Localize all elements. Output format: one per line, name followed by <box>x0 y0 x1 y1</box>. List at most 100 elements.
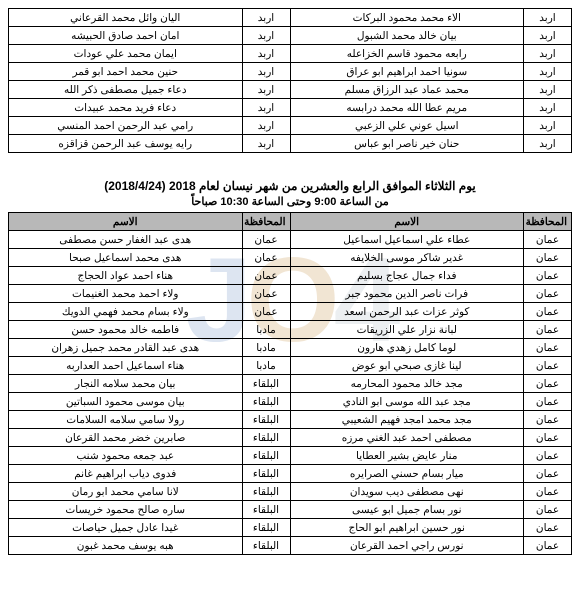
gov-cell: البلقاء <box>242 447 290 465</box>
table-row: عماننهى مصطفى ديب سويدانالبلقاءلانا سامي… <box>9 483 572 501</box>
name-cell: غيدا عادل جميل حياصات <box>9 519 243 537</box>
name-cell: الاء محمد محمود البركات <box>290 9 524 27</box>
gov-cell: اربد <box>524 99 572 117</box>
gov-cell: عمان <box>524 249 572 267</box>
gov-cell: اربد <box>524 63 572 81</box>
gov-cell: عمان <box>524 357 572 375</box>
table-row: عماننور بسام جميل ابو عيسىالبلقاءساره صا… <box>9 501 572 519</box>
gov-cell: عمان <box>524 537 572 555</box>
gov-cell: اربد <box>242 99 290 117</box>
name-cell: مجد محمد امجد فهيم الشعيبي <box>290 411 524 429</box>
name-cell: اسيل عوني علي الزعبي <box>290 117 524 135</box>
name-cell: فدوى دياب ابراهيم غانم <box>9 465 243 483</box>
table-row: عمانمنار عايض بشير العطاياالبلقاءعبد جمع… <box>9 447 572 465</box>
name-cell: مجد عبد الله موسى ابو النادي <box>290 393 524 411</box>
gov-cell: اربد <box>242 9 290 27</box>
gov-cell: عمان <box>524 393 572 411</box>
main-table: المحافظة الاسم المحافظة الاسم عمانعطاء ع… <box>8 212 572 555</box>
table-row: اربدالاء محمد محمود البركاتاربداليان وائ… <box>9 9 572 27</box>
name-cell: هدى عبد الغفار حسن مصطفى <box>9 231 243 249</box>
name-cell: نور حسين ابراهيم ابو الحاج <box>290 519 524 537</box>
name-cell: دعاء فريد محمد عبيدات <box>9 99 243 117</box>
name-cell: ولاء بسام محمد فهمي الدويك <box>9 303 243 321</box>
gov-cell: مادبا <box>242 357 290 375</box>
col-gov: المحافظة <box>242 213 290 231</box>
name-cell: مجد خالد محمود المحارمه <box>290 375 524 393</box>
gov-cell: عمان <box>524 429 572 447</box>
gov-cell: عمان <box>524 339 572 357</box>
name-cell: هدى عبد القادر محمد جميل زهران <box>9 339 243 357</box>
name-cell: بيان محمد سلامه النجار <box>9 375 243 393</box>
gov-cell: مادبا <box>242 321 290 339</box>
name-cell: امان احمد صادق الحبيشه <box>9 27 243 45</box>
name-cell: حنان خير ناصر ابو عباس <box>290 135 524 153</box>
name-cell: نورس راجي احمد القرعان <box>290 537 524 555</box>
col-name: الاسم <box>290 213 524 231</box>
name-cell: حنين محمد احمد ابو قمر <box>9 63 243 81</box>
gov-cell: عمان <box>242 231 290 249</box>
table-row: عمانلينا غازى صبحي ابو عوضمادباهناء اسما… <box>9 357 572 375</box>
name-cell: هبه يوسف محمد غبون <box>9 537 243 555</box>
table-row: عماننورس راجي احمد القرعانالبلقاءهبه يوس… <box>9 537 572 555</box>
table-row: اربدمحمد عماد عبد الرزاق مسلماربددعاء جم… <box>9 81 572 99</box>
name-cell: هناء اسماعيل احمد العداربه <box>9 357 243 375</box>
table-row: عماننور حسين ابراهيم ابو الحاجالبلقاءغيد… <box>9 519 572 537</box>
gov-cell: البلقاء <box>242 411 290 429</box>
name-cell: لبانة نزار علي الزريقات <box>290 321 524 339</box>
name-cell: بيان خالد محمد الشبول <box>290 27 524 45</box>
table-row: اربدرابعه محمود قاسم الخزاعلهاربدايمان م… <box>9 45 572 63</box>
gov-cell: عمان <box>524 375 572 393</box>
name-cell: محمد عماد عبد الرزاق مسلم <box>290 81 524 99</box>
gov-cell: اربد <box>524 27 572 45</box>
gov-cell: عمان <box>242 303 290 321</box>
gov-cell: عمان <box>524 303 572 321</box>
name-cell: رابعه محمود قاسم الخزاعله <box>290 45 524 63</box>
name-cell: صابرين خضر محمد القرعان <box>9 429 243 447</box>
name-cell: كوثر عزات عبد الرحمن اسعد <box>290 303 524 321</box>
gov-cell: اربد <box>524 81 572 99</box>
name-cell: منار عايض بشير العطايا <box>290 447 524 465</box>
gov-cell: عمان <box>524 285 572 303</box>
gov-cell: اربد <box>242 81 290 99</box>
gov-cell: البلقاء <box>242 501 290 519</box>
table-row: عمانمصطفى احمد عبد الغني مرزهالبلقاءصابر… <box>9 429 572 447</box>
header-row: المحافظة الاسم المحافظة الاسم <box>9 213 572 231</box>
gov-cell: اربد <box>242 117 290 135</box>
name-cell: مصطفى احمد عبد الغني مرزه <box>290 429 524 447</box>
name-cell: رامي عبد الرحمن احمد المنسي <box>9 117 243 135</box>
table-row: اربدمريم عطا الله محمد درابسهاربددعاء فر… <box>9 99 572 117</box>
name-cell: رولا سامي سلامه السلامات <box>9 411 243 429</box>
table-row: عمانمجد خالد محمود المحارمهالبلقاءبيان م… <box>9 375 572 393</box>
name-cell: سونيا احمد ابراهيم ابو عراق <box>290 63 524 81</box>
name-cell: رايه يوسف عبد الرحمن قزاقزه <box>9 135 243 153</box>
time-subtitle: من الساعة 9:00 وحتى الساعة 10:30 صباحاً <box>8 195 572 208</box>
name-cell: بيان موسى محمود السباتين <box>9 393 243 411</box>
table-row: عمانمجد محمد امجد فهيم الشعيبيالبلقاءرول… <box>9 411 572 429</box>
gov-cell: عمان <box>242 285 290 303</box>
gov-cell: عمان <box>524 465 572 483</box>
name-cell: لانا سامي محمد ابو رمان <box>9 483 243 501</box>
gov-cell: البلقاء <box>242 537 290 555</box>
table-row: عمانكوثر عزات عبد الرحمن اسعدعمانولاء بس… <box>9 303 572 321</box>
gov-cell: عمان <box>524 519 572 537</box>
name-cell: غدير شاكر موسى الخلايفه <box>290 249 524 267</box>
table-row: اربدبيان خالد محمد الشبولاربدامان احمد ص… <box>9 27 572 45</box>
gov-cell: اربد <box>524 9 572 27</box>
table-row: عمانعطاء علي اسماعيل اسماعيلعمانهدى عبد … <box>9 231 572 249</box>
name-cell: نور بسام جميل ابو عيسى <box>290 501 524 519</box>
col-name: الاسم <box>9 213 243 231</box>
gov-cell: البلقاء <box>242 519 290 537</box>
gov-cell: البلقاء <box>242 465 290 483</box>
gov-cell: البلقاء <box>242 375 290 393</box>
gov-cell: عمان <box>524 231 572 249</box>
gov-cell: عمان <box>524 321 572 339</box>
table-row: عمانلوما كامل زهدي هارونمادباهدى عبد الق… <box>9 339 572 357</box>
gov-cell: اربد <box>524 117 572 135</box>
col-gov: المحافظة <box>524 213 572 231</box>
name-cell: ايمان محمد علي عودات <box>9 45 243 63</box>
name-cell: ولاء احمد محمد الغنيمات <box>9 285 243 303</box>
gov-cell: البلقاء <box>242 393 290 411</box>
gov-cell: مادبا <box>242 339 290 357</box>
table-row: عمانمجد عبد الله موسى ابو الناديالبلقاءب… <box>9 393 572 411</box>
table-row: عمانفرات ناصر الدين محمود جبرعمانولاء اح… <box>9 285 572 303</box>
